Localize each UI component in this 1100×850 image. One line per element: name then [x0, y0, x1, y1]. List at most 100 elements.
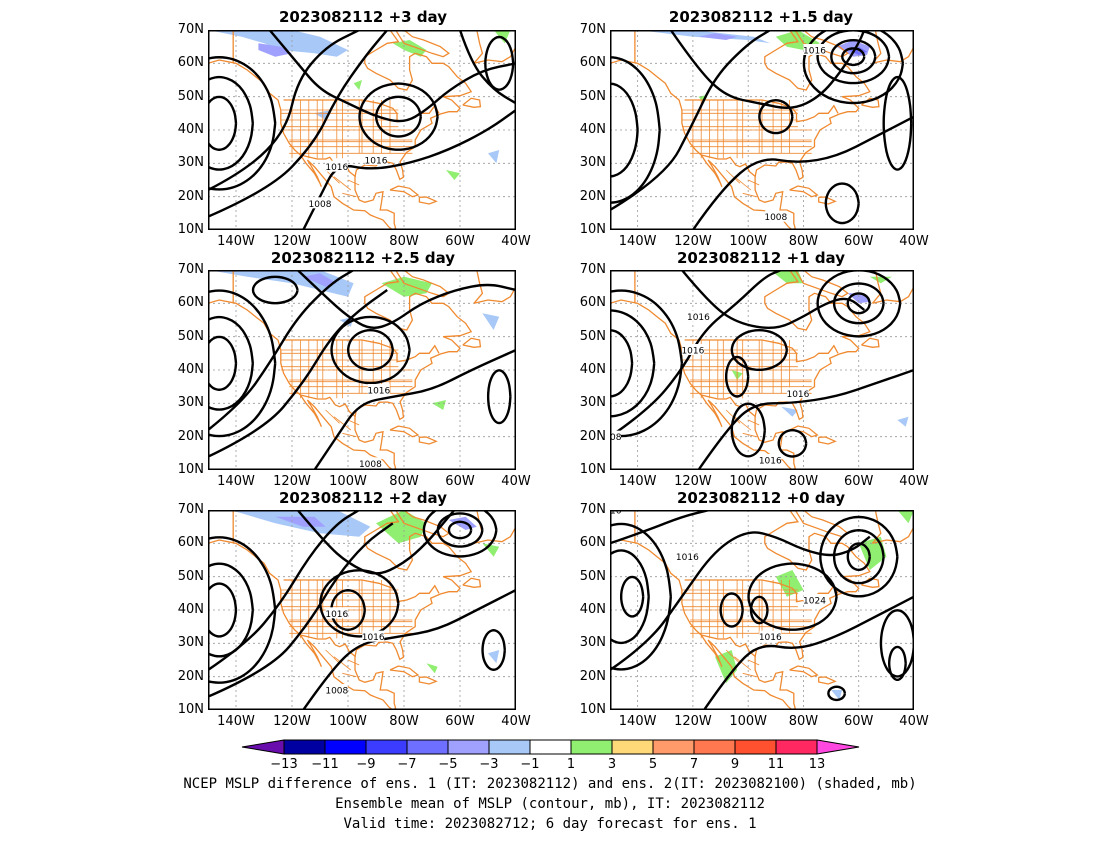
mslp-contour — [620, 575, 645, 618]
lon-tick-label: 120W — [273, 474, 311, 489]
lat-tick-label: 40N — [579, 122, 606, 137]
mslp-contour — [610, 549, 650, 645]
map-panel-plus3day: 1016 1016 1008 — [208, 30, 516, 230]
contour-label: 1016 — [365, 157, 388, 167]
pressure-contours — [208, 270, 516, 470]
colorbar-level-label: −1 — [520, 757, 539, 772]
colorbar-arrow-high — [816, 739, 860, 755]
contour-label: 1016 — [325, 610, 348, 620]
lat-tick-label: 20N — [579, 188, 606, 204]
lat-tick-label: 50N — [177, 328, 204, 344]
lat-tick-label: 10N — [177, 462, 204, 477]
lat-tick-label: 30N — [579, 635, 606, 651]
mslp-contour — [841, 47, 866, 67]
lon-tick-label: 140W — [217, 714, 255, 729]
colorbar-segment — [283, 739, 326, 755]
lat-tick-label: 50N — [177, 568, 204, 584]
lon-tick-label: 100W — [329, 234, 367, 249]
mslp-contour — [375, 95, 422, 138]
mslp-contour — [888, 645, 907, 681]
lat-tick-label: 70N — [177, 22, 204, 37]
contour-label-bg — [759, 630, 782, 642]
lon-tick-label: 40W — [899, 714, 929, 729]
pressure-contours — [610, 270, 914, 470]
lon-tick-label: 80W — [788, 474, 819, 489]
caption-line-2: Ensemble mean of MSLP (contour, mb), IT:… — [335, 796, 765, 812]
shaded-difference-area — [897, 416, 909, 427]
contour-label: 1016 — [786, 390, 809, 400]
mslp-contour — [610, 522, 672, 671]
mslp-contour — [846, 542, 871, 572]
lon-tick-label: 100W — [329, 714, 367, 729]
lon-tick-label: 100W — [329, 474, 367, 489]
mslp-contour — [268, 30, 516, 123]
colorbar-level-label: 13 — [809, 757, 826, 772]
colorbar-segment — [570, 739, 613, 755]
map-panel-plus0day: 1016 1016 1024 1016 — [610, 510, 914, 710]
lat-tick-label: 40N — [579, 602, 606, 617]
panel-title-p3: 2023082112 +2.5 day — [270, 249, 456, 267]
shaded-difference-area — [303, 273, 337, 287]
mslp-contour — [882, 75, 913, 171]
lat-tick-label: 50N — [579, 88, 606, 104]
state-borders — [280, 100, 413, 198]
lat-tick-label: 40N — [177, 362, 204, 377]
mslp-contour — [824, 182, 860, 225]
map-panel-plus2day: 1016 1016 1008 — [208, 510, 516, 710]
lat-tick-label: 60N — [177, 535, 204, 551]
lat-tick-label: 40N — [177, 602, 204, 617]
map-panel-plus1.5day: 1016 1008 — [610, 30, 914, 230]
lat-tick-label: 60N — [177, 55, 204, 71]
colorbar-arrow-low — [241, 739, 285, 755]
map-frame — [208, 30, 516, 230]
mslp-contour — [296, 510, 456, 575]
mslp-contour — [610, 30, 771, 212]
lat-tick-label: 70N — [579, 262, 606, 277]
mslp-contour — [208, 335, 238, 391]
mslp-contour — [436, 512, 484, 548]
contour-label-bg — [610, 430, 621, 442]
lon-tick-label: 40W — [501, 714, 531, 729]
mslp-contour — [832, 282, 885, 325]
coastline — [208, 270, 516, 470]
contour-label: 1008 — [309, 200, 332, 210]
lat-tick-label: 40N — [579, 362, 606, 377]
shaded-difference-area — [353, 80, 362, 90]
lat-tick-label: 20N — [579, 668, 606, 684]
lon-tick-label: 80W — [788, 234, 819, 249]
contour-label: 1008 — [610, 433, 622, 443]
shaded-difference-area — [831, 690, 843, 700]
panel-title-p6: 2023082112 +0 day — [677, 489, 845, 507]
colorbar-level-label: −3 — [479, 757, 498, 772]
contour-label: 1016 — [803, 47, 826, 57]
panel-title-p4: 2023082112 +1 day — [677, 249, 845, 267]
lat-tick-label: 10N — [579, 222, 606, 237]
lat-tick-label: 50N — [177, 88, 204, 104]
colorbar-level-label: −5 — [438, 757, 457, 772]
lat-tick-label: 70N — [579, 502, 606, 517]
mslp-contour — [208, 522, 394, 698]
lat-tick-label: 50N — [579, 568, 606, 584]
colorbar-segment — [365, 739, 408, 755]
mslp-contour — [610, 289, 684, 438]
colorbar-level-label: −9 — [356, 757, 375, 772]
colorbar-level-label: −11 — [311, 757, 338, 772]
mslp-contour — [422, 510, 498, 558]
map-frame — [610, 30, 914, 230]
mslp-contour — [777, 428, 808, 458]
mslp-contour — [747, 562, 838, 631]
mslp-contour — [610, 531, 871, 671]
colorbar-level-label: −13 — [270, 757, 297, 772]
colorbar-level-label: 11 — [768, 757, 785, 772]
colorbar-segment — [488, 739, 531, 755]
lon-tick-label: 100W — [729, 714, 767, 729]
mslp-contour — [208, 30, 389, 218]
shaded-difference-area — [482, 313, 500, 330]
lat-tick-label: 20N — [177, 428, 204, 444]
contour-label: 1016 — [325, 163, 348, 173]
lat-tick-label: 60N — [177, 295, 204, 311]
shaded-difference-area — [897, 510, 914, 524]
lon-tick-label: 80W — [389, 714, 419, 729]
mslp-contour — [819, 515, 899, 598]
lon-tick-label: 40W — [501, 474, 531, 489]
